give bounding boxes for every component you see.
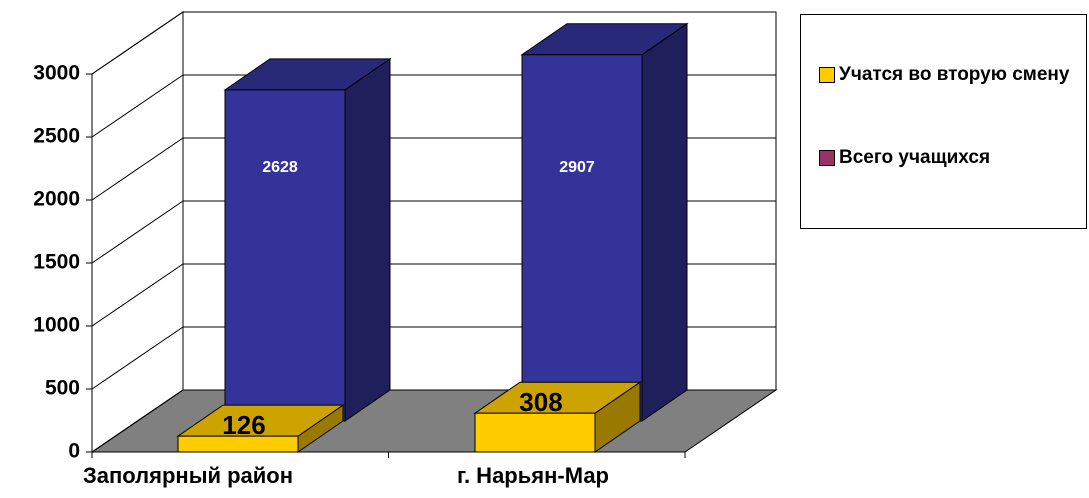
x-tick-label: г. Нарьян-Мар xyxy=(457,463,609,488)
data-label: 2628 xyxy=(262,159,298,176)
grid-line xyxy=(91,11,184,75)
legend-swatch xyxy=(819,150,835,166)
y-tick-label: 2000 xyxy=(33,188,80,211)
y-tick-label: 2500 xyxy=(33,125,80,148)
bar-side xyxy=(344,57,391,422)
legend: Учатся во вторую смену Всего учащихся xyxy=(800,14,1087,229)
x-tick-label: Заполярный район xyxy=(83,463,293,488)
bar xyxy=(474,412,596,453)
data-label: 126 xyxy=(222,410,265,440)
legend-label: Всего учащихся xyxy=(839,147,991,168)
legend-swatch xyxy=(819,67,835,83)
data-label: 308 xyxy=(519,387,562,417)
data-label: 2907 xyxy=(559,159,595,176)
y-tick-label: 500 xyxy=(45,377,80,400)
grid-line xyxy=(91,326,184,390)
y-tick-label: 1000 xyxy=(33,314,80,337)
grid-line xyxy=(91,200,184,264)
y-tick-label: 1500 xyxy=(33,251,80,274)
grid-line xyxy=(91,137,184,201)
grid-line xyxy=(91,74,184,138)
bar-side xyxy=(641,22,688,422)
bar xyxy=(521,54,643,422)
legend-item: Учатся во вторую смену xyxy=(819,63,1084,87)
bar xyxy=(177,435,299,453)
y-tick-label: 0 xyxy=(68,440,80,463)
bar xyxy=(224,89,346,422)
grid-line xyxy=(91,263,184,327)
y-tick-label: 3000 xyxy=(33,62,80,85)
legend-label: Учатся во вторую смену xyxy=(839,64,1070,85)
grid-line xyxy=(91,389,184,453)
legend-item: Всего учащихся xyxy=(819,146,1084,170)
